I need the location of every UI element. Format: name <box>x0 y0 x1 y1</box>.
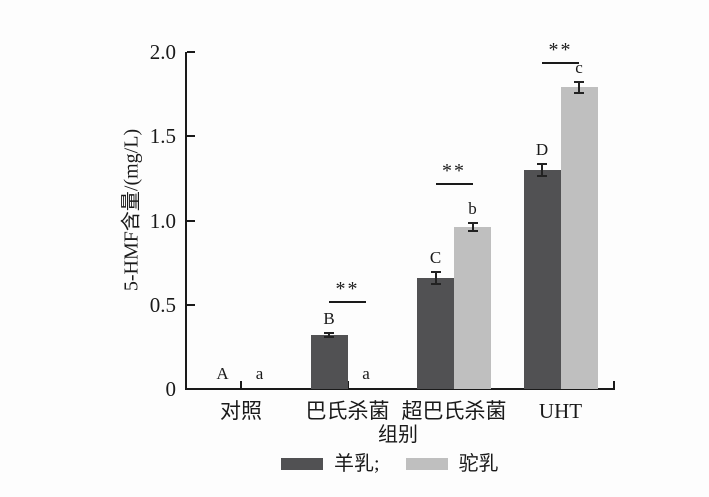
bar-驼乳-UHT <box>560 87 598 389</box>
error-bar-line <box>541 163 543 177</box>
y-tick-mark <box>187 219 195 222</box>
y-tick-label: 0 <box>165 377 177 401</box>
legend-item-0: 羊乳; <box>281 452 380 476</box>
letter-annotation-C: C <box>429 248 442 268</box>
error-bar-line <box>434 271 437 285</box>
y-tick-label: 2.0 <box>149 40 176 64</box>
significance-label: ** <box>548 39 573 62</box>
letter-annotation-D: D <box>535 140 549 160</box>
error-bar-cap-bottom <box>574 92 584 95</box>
y-axis-line <box>185 52 187 390</box>
x-axis-end-tick <box>613 381 615 389</box>
x-tick-mark <box>346 381 349 389</box>
error-bar-驼乳-UHT <box>574 80 584 95</box>
error-bar-驼乳-超巴氏杀菌 <box>467 222 478 233</box>
error-bar-cap-bottom <box>430 282 441 285</box>
error-bar-cap-bottom <box>467 230 478 233</box>
significance-line <box>542 62 579 65</box>
error-bar-line <box>328 331 330 339</box>
error-bar-羊乳-巴氏杀菌 <box>324 331 334 339</box>
error-bar-羊乳-超巴氏杀菌 <box>430 271 441 285</box>
bar-羊乳-超巴氏杀菌 <box>417 277 454 389</box>
y-tick-label: 1.5 <box>149 124 176 149</box>
error-bar-line <box>471 222 474 233</box>
error-bar-cap-bottom <box>324 336 334 339</box>
legend-swatch-0 <box>281 458 323 470</box>
letter-annotation-B: B <box>323 308 335 328</box>
y-tick-mark <box>187 135 195 138</box>
legend-label-0: 羊乳; <box>334 453 380 475</box>
x-tick-label: 对照 <box>220 399 262 423</box>
significance-label: ** <box>442 160 466 183</box>
x-axis-line <box>185 388 615 390</box>
legend-label-1: 驼乳 <box>458 453 499 475</box>
y-tick-label: 0.5 <box>149 292 176 317</box>
legend: 羊乳; 驼乳 <box>281 452 499 476</box>
legend-item-1: 驼乳 <box>405 452 499 476</box>
error-bar-line <box>578 80 580 95</box>
x-tick-label: 巴氏杀菌 <box>305 399 390 423</box>
x-tick-label: UHT <box>538 399 583 423</box>
y-tick-mark <box>187 303 195 306</box>
y-tick-label: 1.0 <box>149 208 176 233</box>
significance-label: ** <box>335 278 360 301</box>
error-bar-cap-bottom <box>537 174 547 177</box>
bar-驼乳-超巴氏杀菌 <box>454 227 491 389</box>
x-tick-mark <box>240 381 242 389</box>
legend-swatch-1 <box>405 458 448 470</box>
bar-羊乳-巴氏杀菌 <box>310 335 348 389</box>
letter-annotation-a: a <box>255 364 264 384</box>
bar-羊乳-UHT <box>523 169 561 389</box>
letter-annotation-b: b <box>468 199 477 219</box>
letter-annotation-A: A <box>216 364 229 384</box>
letter-annotation-c: c <box>575 57 583 77</box>
x-axis-title: 组别 <box>378 424 418 446</box>
y-tick-mark <box>187 51 195 53</box>
x-tick-label: 超巴氏杀菌 <box>401 399 507 423</box>
significance-line <box>435 183 473 186</box>
error-bar-羊乳-UHT <box>537 163 547 177</box>
significance-line <box>329 301 366 304</box>
letter-annotation-a: a <box>362 364 370 384</box>
